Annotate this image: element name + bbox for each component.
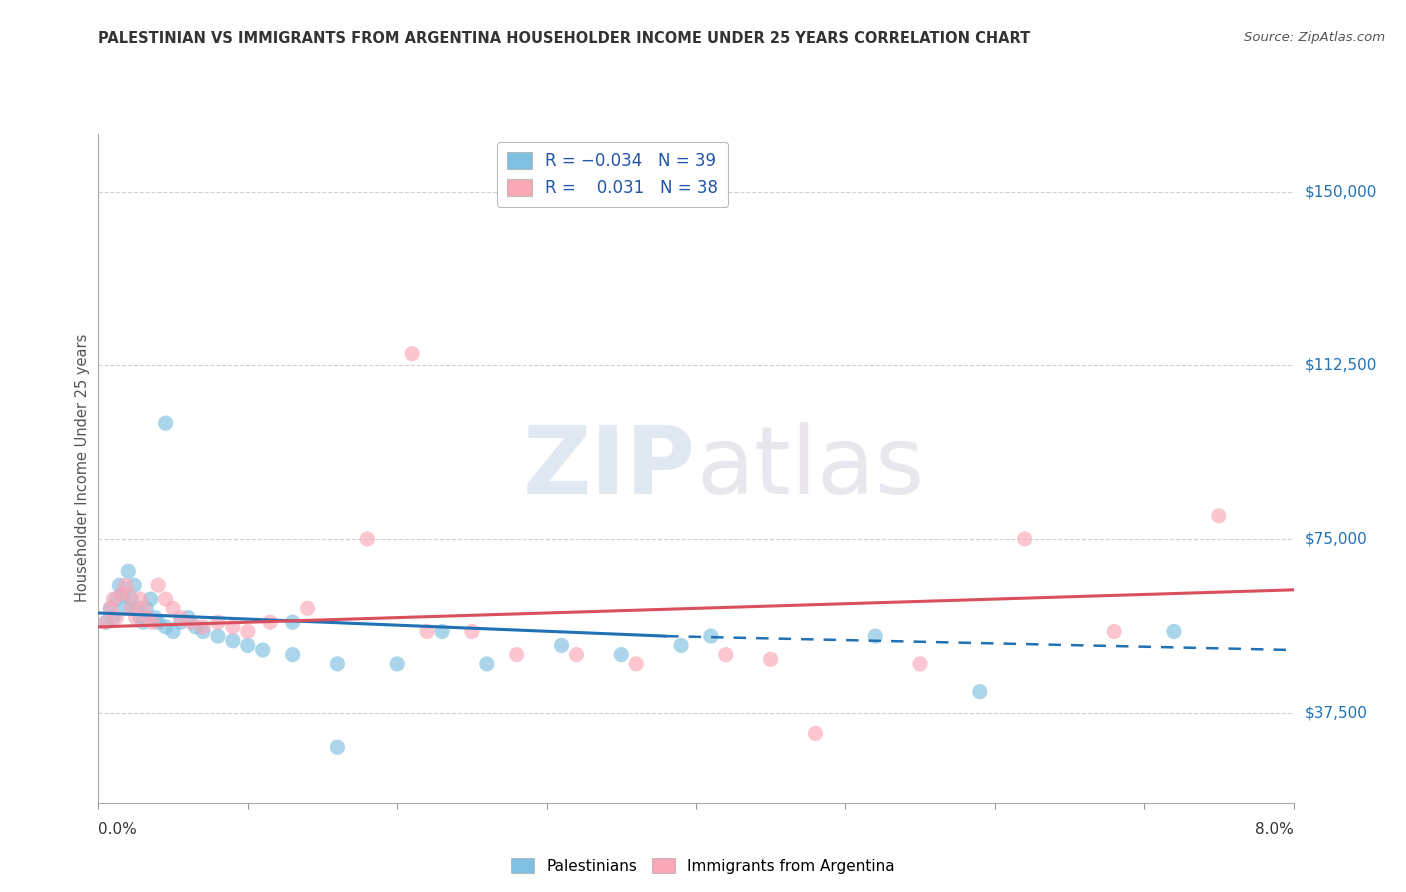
Text: $112,500: $112,500: [1305, 358, 1376, 373]
Point: [714, 648, 737, 662]
Point: [207, 629, 229, 643]
Point: [252, 643, 274, 657]
Point: [105, 610, 128, 624]
Point: [700, 629, 723, 643]
Point: [804, 726, 827, 740]
Point: [430, 624, 453, 639]
Point: [385, 657, 409, 671]
Text: ZIP: ZIP: [523, 422, 696, 515]
Text: $37,500: $37,500: [1305, 705, 1368, 720]
Point: [139, 592, 162, 607]
Point: [624, 657, 647, 671]
Point: [117, 587, 139, 601]
Point: [155, 620, 177, 634]
Point: [669, 639, 692, 653]
Point: [297, 601, 319, 615]
Text: $75,000: $75,000: [1305, 532, 1368, 547]
Point: [207, 615, 229, 630]
Point: [110, 587, 132, 601]
Point: [162, 624, 184, 639]
Point: [114, 578, 136, 592]
Point: [1014, 532, 1036, 546]
Legend: Palestinians, Immigrants from Argentina: Palestinians, Immigrants from Argentina: [505, 852, 901, 880]
Point: [129, 592, 152, 607]
Point: [105, 592, 128, 607]
Point: [132, 601, 155, 615]
Point: [132, 615, 155, 630]
Point: [94, 615, 117, 630]
Point: [550, 639, 572, 653]
Point: [94, 615, 117, 630]
Point: [98, 601, 122, 615]
Text: 8.0%: 8.0%: [1254, 822, 1294, 837]
Point: [103, 592, 125, 607]
Point: [969, 684, 991, 698]
Point: [184, 620, 207, 634]
Point: [222, 633, 245, 648]
Point: [191, 624, 214, 639]
Point: [103, 610, 125, 624]
Point: [281, 615, 304, 630]
Point: [222, 620, 245, 634]
Point: [111, 587, 134, 601]
Point: [169, 615, 191, 630]
Text: $150,000: $150,000: [1305, 184, 1376, 199]
Text: 0.0%: 0.0%: [98, 822, 138, 837]
Point: [141, 615, 163, 630]
Point: [136, 610, 159, 624]
Point: [475, 657, 498, 671]
Text: atlas: atlas: [696, 422, 924, 515]
Point: [155, 416, 177, 430]
Point: [129, 610, 152, 624]
Point: [120, 601, 142, 615]
Text: PALESTINIAN VS IMMIGRANTS FROM ARGENTINA HOUSEHOLDER INCOME UNDER 25 YEARS CORRE: PALESTINIAN VS IMMIGRANTS FROM ARGENTINA…: [98, 31, 1031, 46]
Point: [135, 601, 157, 615]
Point: [1208, 508, 1230, 523]
Point: [148, 578, 170, 592]
Point: [281, 648, 304, 662]
Point: [236, 639, 259, 653]
Legend: R = −0.034   N = 39, R =    0.031   N = 38: R = −0.034 N = 39, R = 0.031 N = 38: [496, 142, 728, 207]
Point: [124, 578, 146, 592]
Point: [1102, 624, 1125, 639]
Point: [148, 615, 170, 630]
Point: [326, 657, 349, 671]
Point: [108, 578, 131, 592]
Point: [416, 624, 439, 639]
Point: [401, 347, 423, 361]
Point: [908, 657, 931, 671]
Point: [863, 629, 886, 643]
Point: [565, 648, 588, 662]
Point: [506, 648, 529, 662]
Point: [356, 532, 378, 546]
Point: [180, 615, 202, 630]
Point: [1163, 624, 1185, 639]
Point: [177, 610, 200, 624]
Point: [259, 615, 281, 630]
Point: [461, 624, 484, 639]
Y-axis label: Householder Income Under 25 years: Householder Income Under 25 years: [75, 334, 90, 602]
Point: [236, 624, 259, 639]
Point: [125, 610, 148, 624]
Point: [127, 601, 149, 615]
Point: [98, 601, 122, 615]
Point: [169, 610, 191, 624]
Point: [117, 564, 139, 578]
Point: [759, 652, 782, 666]
Point: [120, 592, 142, 607]
Point: [143, 610, 166, 624]
Point: [610, 648, 633, 662]
Text: Source: ZipAtlas.com: Source: ZipAtlas.com: [1244, 31, 1385, 45]
Point: [162, 601, 184, 615]
Point: [326, 740, 349, 755]
Point: [191, 620, 214, 634]
Point: [155, 592, 177, 607]
Point: [114, 601, 136, 615]
